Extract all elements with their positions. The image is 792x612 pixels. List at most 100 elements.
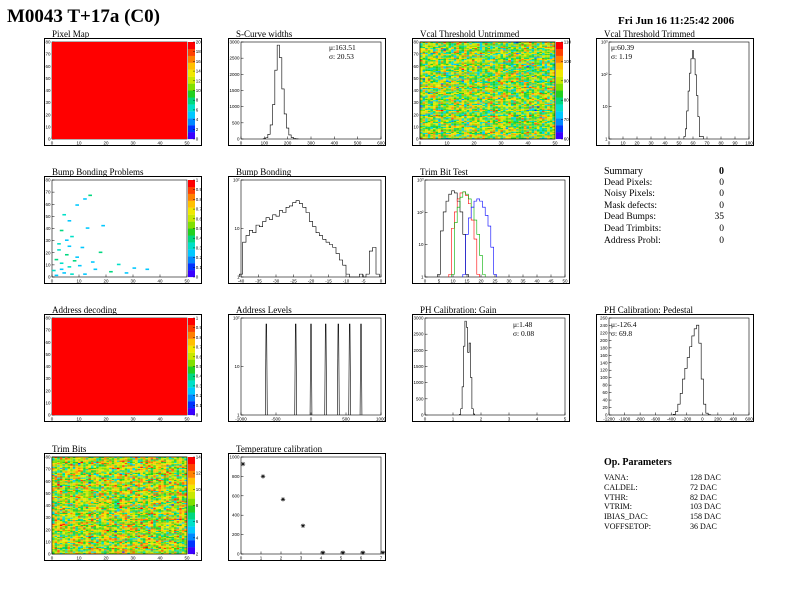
color-scale-bin	[188, 242, 195, 250]
heatmap-cell	[477, 58, 480, 61]
heatmap-cell	[425, 106, 428, 108]
heatmap-cell	[552, 131, 556, 133]
heatmap-cell	[420, 74, 423, 76]
heatmap-cell	[518, 107, 522, 109]
heatmap-cell	[445, 57, 449, 60]
heatmap-cell	[466, 102, 470, 104]
heatmap-cell	[552, 119, 556, 121]
heatmap-cell	[508, 86, 511, 89]
heatmap-cell	[445, 49, 449, 51]
heatmap-cell	[427, 131, 431, 133]
heatmap-cell	[448, 98, 452, 101]
heatmap-cell	[539, 46, 543, 49]
heatmap-cell	[466, 72, 470, 74]
heatmap-cell	[430, 58, 434, 61]
heatmap-cell	[155, 457, 159, 459]
heatmap-cell	[505, 67, 509, 69]
heatmap-cell	[500, 131, 504, 133]
heatmap-cell	[461, 78, 465, 80]
heatmap-cell	[484, 79, 488, 81]
heatmap-cell	[432, 117, 436, 119]
heatmap-cell	[508, 105, 511, 107]
heatmap-cell	[466, 125, 470, 127]
heatmap-cell	[445, 105, 449, 107]
heatmap-cell	[101, 457, 104, 459]
heatmap-cell	[539, 123, 543, 125]
heatmap-cell	[471, 130, 475, 132]
heatmap-cell	[430, 80, 434, 83]
heatmap-cell	[67, 460, 71, 462]
heatmap-cell	[445, 66, 449, 68]
pixel-map-panel: 0 10 20 30 40 50 0 10 20 30 40 50 60 70 80 0 2 4 6 8 10 12 14 1…	[44, 38, 202, 146]
heatmap-cell	[547, 130, 550, 132]
heatmap-cell	[466, 103, 470, 106]
heatmap-cell	[552, 67, 556, 69]
heatmap-cell	[510, 111, 514, 113]
heatmap-cell	[495, 129, 498, 131]
heatmap-cell	[510, 115, 514, 118]
heatmap-cell	[536, 128, 540, 130]
heatmap-cell	[516, 71, 519, 73]
heatmap-cell	[445, 88, 449, 90]
heatmap-cell	[430, 72, 434, 74]
heatmap-cell	[474, 75, 478, 78]
heatmap-cell	[425, 135, 428, 137]
heatmap-cell	[536, 134, 540, 136]
heatmap-cell	[490, 50, 493, 52]
heatmap-cell	[471, 97, 475, 100]
heatmap-cell	[490, 83, 493, 85]
heatmap-cell	[526, 126, 530, 129]
y-tick-label: 240	[600, 323, 608, 328]
y-tick-label: 200	[600, 338, 608, 343]
heatmap-cell	[451, 56, 454, 58]
heatmap-cell	[505, 72, 509, 74]
heatmap-cell	[466, 62, 470, 64]
heatmap-cell	[508, 125, 511, 127]
heatmap-cell	[474, 115, 478, 118]
heatmap-cell	[492, 49, 496, 51]
heatmap-cell	[544, 136, 548, 138]
heatmap-cell	[513, 109, 517, 112]
heatmap-cell	[461, 85, 465, 87]
heatmap-cell	[492, 134, 496, 136]
heatmap-cell	[503, 128, 506, 130]
color-scale-bin	[556, 76, 563, 84]
heatmap-cell	[510, 84, 514, 86]
heatmap-cell	[443, 135, 447, 137]
heatmap-cell	[435, 60, 439, 62]
heatmap-cell	[422, 42, 426, 44]
heatmap-cell	[482, 58, 485, 61]
heatmap-cell	[482, 69, 485, 72]
heatmap-cell	[479, 44, 483, 46]
heatmap-cell	[464, 74, 467, 76]
heatmap-cell	[547, 91, 550, 93]
heatmap-cell	[469, 108, 472, 110]
heatmap-cell	[430, 135, 434, 137]
heatmap-cell	[505, 49, 509, 51]
heatmap-cell	[453, 111, 457, 113]
heatmap-cell	[490, 91, 493, 93]
heatmap-cell	[458, 73, 462, 75]
heatmap-cell	[503, 49, 506, 51]
heatmap-cell	[536, 65, 540, 67]
heatmap-cell	[52, 458, 55, 460]
heatmap-cell	[469, 125, 472, 127]
heatmap-cell	[477, 125, 480, 127]
heatmap-cell	[438, 108, 441, 110]
heatmap-cell	[505, 112, 509, 114]
heatmap-cell	[497, 97, 501, 100]
heatmap-cell	[482, 91, 485, 93]
heatmap-cell	[420, 102, 423, 104]
heatmap-cell	[497, 136, 501, 138]
heatmap-cell	[440, 117, 444, 119]
heatmap-cell	[544, 68, 548, 70]
heatmap-cell	[549, 134, 553, 136]
heatmap-cell	[471, 119, 475, 121]
heatmap-cell	[456, 62, 459, 64]
heatmap-cell	[466, 67, 470, 69]
heatmap-cell	[495, 66, 498, 68]
heatmap-cell	[142, 458, 146, 460]
heatmap-cell	[438, 69, 441, 72]
heatmap-cell	[521, 90, 524, 92]
heatmap-cell	[526, 44, 530, 46]
